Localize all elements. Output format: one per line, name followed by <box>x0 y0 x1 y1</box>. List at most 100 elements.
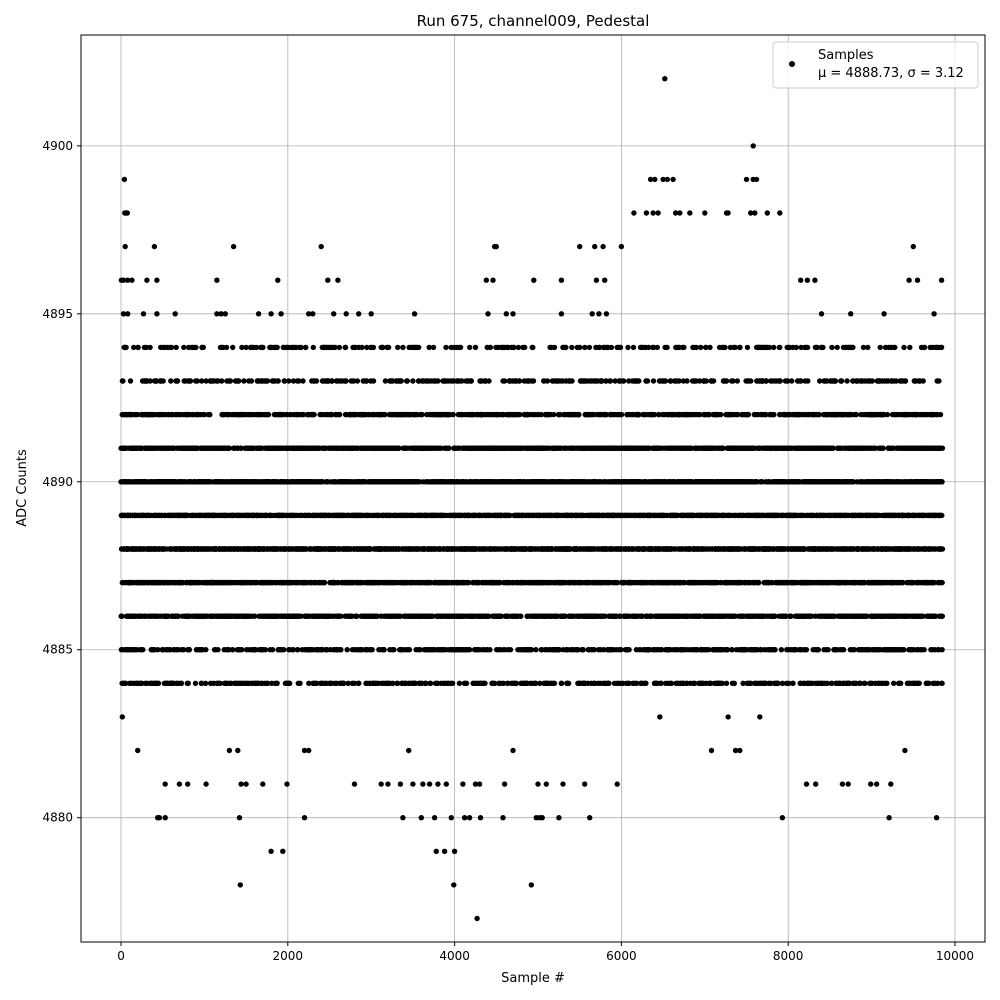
data-point <box>223 344 230 351</box>
data-point <box>168 378 174 384</box>
data-point <box>370 378 377 384</box>
data-point <box>203 378 209 384</box>
data-point <box>186 647 192 653</box>
data-point <box>123 344 129 351</box>
data-point <box>404 378 410 384</box>
data-point <box>457 344 464 351</box>
data-point <box>472 344 479 351</box>
data-point <box>207 411 213 418</box>
data-point <box>298 344 304 351</box>
data-point <box>187 378 194 384</box>
data-point <box>530 378 537 384</box>
data-point <box>147 378 153 384</box>
data-point <box>155 647 161 653</box>
data-point <box>487 647 493 653</box>
data-point <box>369 647 375 653</box>
data-point <box>286 378 292 384</box>
data-point <box>336 344 343 351</box>
data-point <box>342 344 349 351</box>
data-point <box>416 344 422 351</box>
data-point <box>173 344 179 351</box>
data-point <box>185 680 191 686</box>
data-point <box>226 647 232 653</box>
data-point <box>147 344 153 351</box>
data-point <box>281 647 287 653</box>
data-point <box>522 344 528 351</box>
data-point <box>248 378 255 384</box>
data-point <box>297 680 303 686</box>
data-point <box>456 680 463 686</box>
data-point <box>406 647 413 653</box>
data-point <box>174 378 181 384</box>
data-point <box>359 344 365 351</box>
data-point <box>160 378 166 384</box>
data-point <box>227 378 234 384</box>
data-point <box>487 344 493 351</box>
data-point <box>226 445 232 451</box>
data-point <box>217 680 223 686</box>
data-point <box>468 378 474 384</box>
data-point <box>343 378 349 384</box>
data-point <box>119 613 125 619</box>
data-points <box>118 76 946 922</box>
data-point <box>515 344 522 351</box>
data-point <box>287 680 293 686</box>
data-point <box>239 647 245 653</box>
data-point <box>230 344 236 351</box>
data-point <box>198 680 205 686</box>
data-point <box>236 378 242 384</box>
data-point <box>200 344 206 351</box>
data-point <box>155 680 162 686</box>
data-point <box>516 378 523 384</box>
data-point <box>450 411 456 418</box>
data-point <box>175 613 181 619</box>
data-point <box>275 378 281 384</box>
data-point <box>219 378 225 384</box>
data-point <box>435 378 441 384</box>
data-point <box>269 647 276 653</box>
data-point <box>396 445 402 451</box>
data-point <box>391 647 397 653</box>
data-point <box>443 344 449 351</box>
data-point <box>446 445 452 451</box>
data-point <box>530 344 536 351</box>
data-point <box>300 378 306 384</box>
data-point <box>427 680 434 686</box>
data-point <box>192 680 199 686</box>
data-point <box>482 680 488 686</box>
data-point <box>122 680 129 686</box>
data-point <box>311 411 317 418</box>
data-point <box>294 647 301 653</box>
data-point <box>203 647 209 653</box>
data-point <box>310 344 316 351</box>
data-point <box>180 647 187 653</box>
data-point <box>400 344 406 351</box>
data-point <box>274 680 280 686</box>
data-point <box>201 411 208 418</box>
data-point <box>449 680 456 686</box>
data-point <box>168 344 175 351</box>
data-point <box>430 344 437 351</box>
data-point <box>127 378 134 384</box>
data-point <box>398 378 404 384</box>
data-point <box>507 647 514 653</box>
data-point <box>395 344 401 351</box>
data-point <box>181 344 187 351</box>
data-point <box>274 344 280 351</box>
data-point <box>463 680 470 686</box>
data-point <box>502 378 508 384</box>
data-point <box>513 680 519 686</box>
data-point <box>140 647 146 653</box>
data-point <box>215 378 221 384</box>
data-point <box>215 647 221 653</box>
data-point <box>356 680 362 686</box>
data-point <box>419 411 425 418</box>
data-point <box>467 344 473 351</box>
data-point <box>338 647 344 653</box>
data-point <box>264 378 271 384</box>
data-point <box>260 344 266 351</box>
data-point <box>194 378 200 384</box>
data-point <box>370 344 377 351</box>
